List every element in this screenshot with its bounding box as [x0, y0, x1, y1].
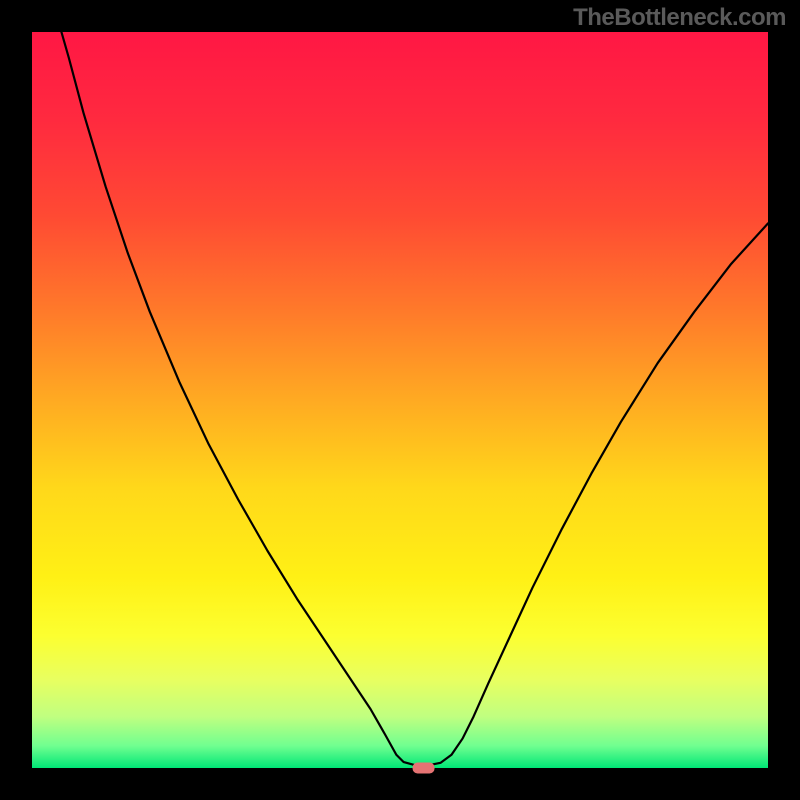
plot-area	[32, 32, 768, 768]
watermark-text: TheBottleneck.com	[573, 4, 786, 32]
bottleneck-chart	[0, 0, 800, 800]
optimal-point-marker	[413, 763, 435, 774]
chart-container: TheBottleneck.com	[0, 0, 800, 800]
